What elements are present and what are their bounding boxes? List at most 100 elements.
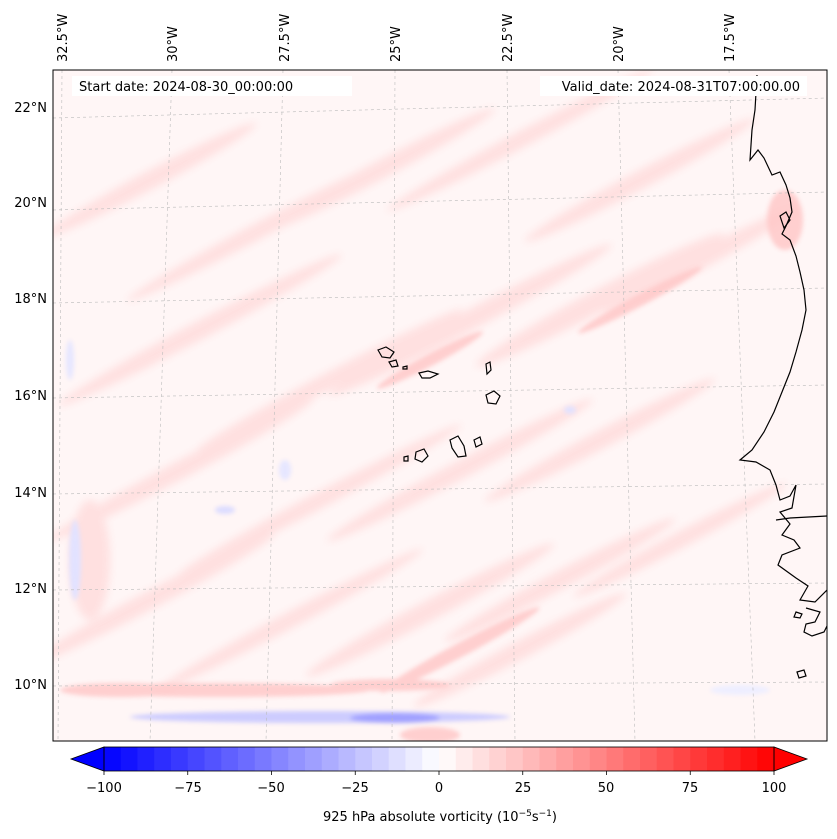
cb-tick-label-neg25: −25 — [341, 781, 368, 796]
colorbar-segment — [238, 747, 256, 771]
african-coastline — [738, 74, 827, 603]
colorbar-segment — [137, 747, 155, 771]
colorbar-segment — [187, 747, 206, 771]
cb-title-end: ) — [552, 810, 557, 825]
cb-tick-label-75: 75 — [682, 781, 699, 796]
cb-title-sup1: −5 — [519, 809, 532, 819]
stronger-vorticity-bands — [60, 190, 803, 741]
colorbar-segment — [455, 747, 474, 771]
colorbar-segment — [522, 747, 541, 771]
colorbar-min-extend — [69, 746, 105, 772]
longitude-labels: 32.5°W 30°W 27.5°W 25°W 22.5°W 20°W 17.5… — [56, 14, 738, 62]
colorbar-segment — [623, 747, 641, 771]
cb-tick-label-100: 100 — [762, 781, 787, 796]
cb-tick-label-50: 50 — [598, 781, 615, 796]
lat-label-22n: 22°N — [14, 101, 47, 116]
lat-label-20n: 20°N — [14, 196, 47, 211]
colorbar-segment — [589, 747, 608, 771]
coastlines — [738, 74, 827, 679]
island-santo-antao — [377, 346, 395, 359]
valid-date-box — [540, 76, 807, 96]
coast-detail-5 — [779, 211, 791, 230]
coast-detail-1 — [775, 515, 827, 521]
lon-label-30w: 30°W — [166, 26, 181, 62]
colorbar-segment — [723, 747, 742, 771]
colorbar-segment — [556, 747, 574, 771]
colorbar-segment — [221, 747, 239, 771]
colorbar-segment — [673, 747, 691, 771]
positive-vorticity-streaks — [53, 70, 798, 707]
map-frame — [52, 69, 828, 742]
colorbar-segment — [489, 747, 507, 771]
cape-verde-islands — [377, 346, 501, 463]
valid-date-label: Valid_date: 2024-08-31T07:00:00.00 — [562, 80, 800, 95]
colorbar-segment — [271, 747, 289, 771]
latitude-labels: 22°N 20°N 18°N 16°N 14°N 12°N 10°N — [14, 101, 47, 693]
lat-label-16n: 16°N — [14, 389, 47, 404]
colorbar-segment — [355, 747, 373, 771]
colorbar-segment — [472, 747, 490, 771]
colorbar-segment — [338, 747, 356, 771]
lon-label-27-5w: 27.5°W — [278, 14, 293, 62]
colorbar-segment — [656, 747, 675, 771]
colorbar-segment — [506, 747, 524, 771]
colorbar-segment — [288, 747, 306, 771]
start-date-box — [72, 76, 352, 96]
colorbar-segment — [104, 747, 122, 771]
graticule — [53, 70, 827, 741]
coast-detail-2 — [803, 607, 827, 637]
island-sao-nicolau — [418, 370, 440, 379]
colorbar-segment — [305, 747, 323, 771]
island-sal — [485, 361, 492, 376]
island-santa-luzia — [402, 365, 408, 370]
cb-title-sup2: −1 — [539, 809, 552, 819]
island-sao-vicente — [388, 359, 399, 368]
lat-label-10n: 10°N — [14, 678, 47, 693]
lon-label-20w: 20°W — [612, 26, 627, 62]
lon-label-17-5w: 17.5°W — [723, 14, 738, 62]
island-fogo — [414, 448, 429, 463]
coast-detail-4 — [796, 669, 807, 679]
island-boa-vista — [485, 390, 501, 405]
colorbar-segment — [171, 747, 189, 771]
colorbar-segment — [573, 747, 591, 771]
colorbar-segment — [254, 747, 273, 771]
colorbar-title: 925 hPa absolute vorticity (10−5s−1) — [323, 809, 557, 825]
island-maio — [473, 436, 483, 448]
colorbar-tick-labels: −100 −75 −50 −25 0 25 50 75 100 — [86, 781, 786, 796]
cb-tick-label-neg75: −75 — [174, 781, 201, 796]
lon-label-32-5w: 32.5°W — [56, 14, 71, 62]
colorbar-segment — [372, 747, 390, 771]
cb-tick-label-neg50: −50 — [257, 781, 284, 796]
start-date-label: Start date: 2024-08-30_00:00:00 — [79, 80, 293, 95]
colorbar-segment — [606, 747, 624, 771]
cb-tick-label-25: 25 — [515, 781, 532, 796]
colorbar-segment — [388, 747, 407, 771]
colorbar-max-extend — [773, 746, 809, 772]
map-panel: Start date: 2024-08-30_00:00:00 Valid_da… — [52, 69, 828, 742]
colorbar-ticks — [103, 771, 775, 775]
negative-vorticity-features — [66, 340, 770, 723]
colorbar-segment — [439, 747, 457, 771]
lat-label-12n: 12°N — [14, 582, 47, 597]
colorbar: −100 −75 −50 −25 0 25 50 75 100 925 hPa … — [69, 746, 809, 825]
cb-tick-label-0: 0 — [435, 781, 443, 796]
lat-label-14n: 14°N — [14, 486, 47, 501]
colorbar-segment — [707, 747, 725, 771]
colorbar-segment — [154, 747, 172, 771]
colorbar-segment — [640, 747, 658, 771]
colorbar-segment — [405, 747, 423, 771]
lat-label-18n: 18°N — [14, 292, 47, 307]
colorbar-segment — [690, 747, 708, 771]
colorbar-segment — [539, 747, 557, 771]
colorbar-segments — [104, 747, 775, 771]
cb-tick-label-neg100: −100 — [86, 781, 122, 796]
colorbar-segment — [120, 747, 139, 771]
cb-title-mid: s — [532, 810, 539, 825]
cb-title-main: 925 hPa absolute vorticity (10 — [323, 810, 519, 825]
lon-label-25w: 25°W — [389, 26, 404, 62]
colorbar-segment — [422, 747, 440, 771]
colorbar-segment — [757, 747, 775, 771]
colorbar-segment — [740, 747, 758, 771]
